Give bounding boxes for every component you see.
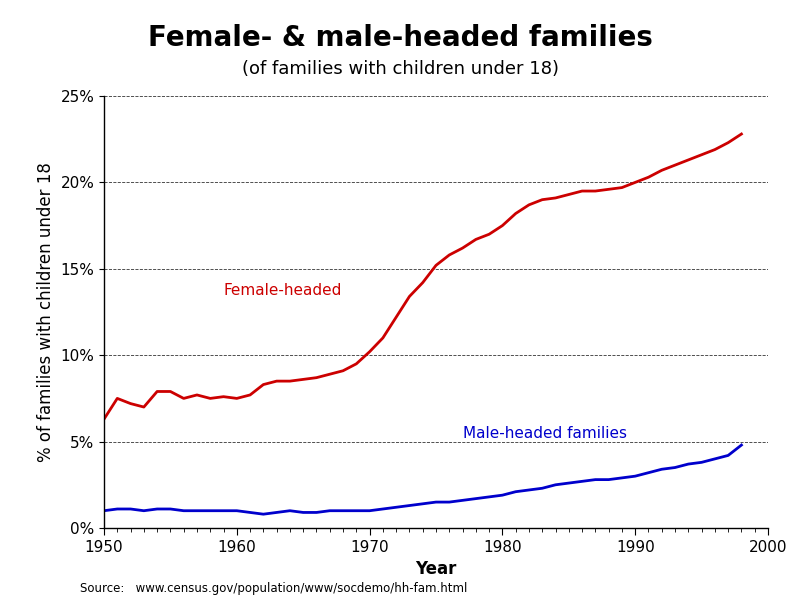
Text: Source:   www.census.gov/population/www/socdemo/hh-fam.html: Source: www.census.gov/population/www/so…: [80, 582, 467, 595]
X-axis label: Year: Year: [415, 560, 457, 578]
Text: (of families with children under 18): (of families with children under 18): [242, 60, 558, 78]
Y-axis label: % of families with children under 18: % of families with children under 18: [37, 162, 55, 462]
Text: Male-headed families: Male-headed families: [462, 426, 626, 441]
Text: Female-headed: Female-headed: [223, 283, 342, 298]
Text: Female- & male-headed families: Female- & male-headed families: [147, 24, 653, 52]
